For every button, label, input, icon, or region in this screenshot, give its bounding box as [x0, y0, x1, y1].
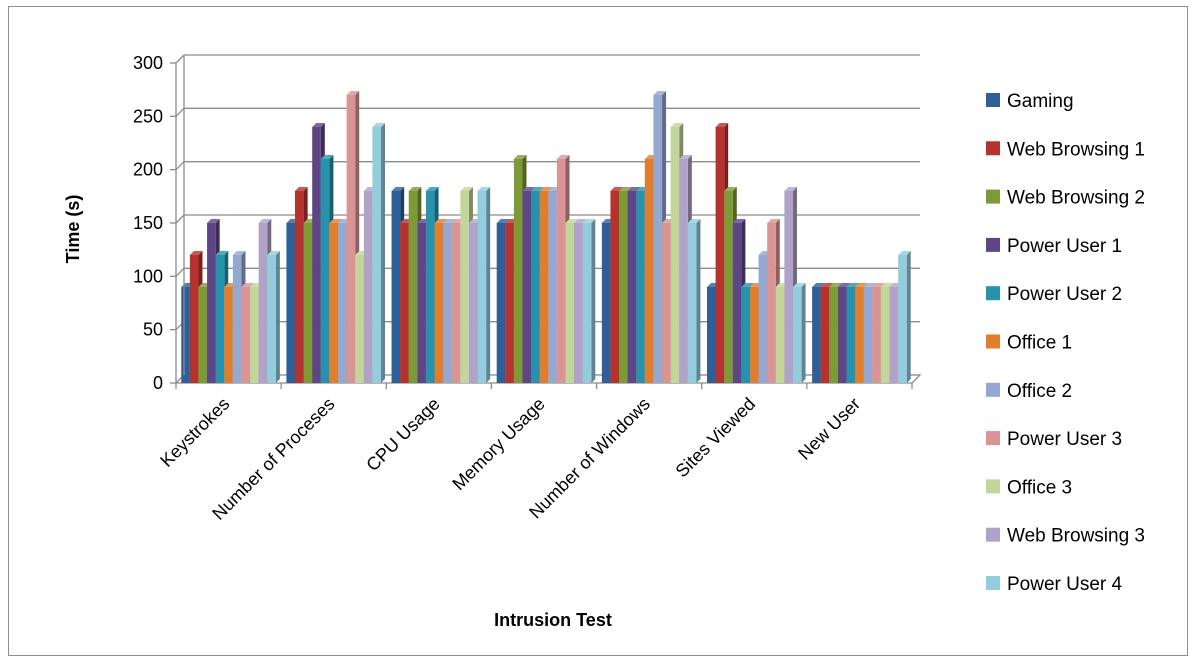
legend-item: Web Browsing 3 [986, 526, 1145, 547]
legend-label: Power User 1 [1007, 236, 1122, 257]
legend-item: Gaming [986, 91, 1074, 112]
legend-swatch [986, 431, 1000, 446]
legend-swatch [986, 93, 1000, 107]
x-tick-label: CPU Usage [362, 394, 443, 475]
legend-label: Gaming [1007, 91, 1074, 112]
y-tick-label: 100 [133, 266, 163, 286]
legend-swatch [986, 334, 1000, 349]
x-tick-label: Number of Windows [525, 394, 654, 523]
legend-item: Power User 2 [986, 284, 1122, 305]
legend-label: Power User 4 [1007, 574, 1123, 595]
legend-item: Power User 1 [986, 236, 1122, 257]
y-tick-label: 50 [143, 320, 163, 340]
legend-swatch [986, 576, 1000, 590]
x-tick-label: Memory Usage [448, 394, 548, 494]
bar [372, 123, 386, 383]
legend-item: Office 1 [986, 333, 1072, 354]
y-tick-labels: 0 50 100 150 200 250 300 [133, 53, 163, 393]
legend-swatch [986, 479, 1000, 494]
legend-label: Office 1 [1007, 333, 1072, 354]
legend-swatch [986, 189, 1000, 204]
chart-area: 0 50 100 150 200 250 300 Keystrokes Number of P… [8, 6, 1188, 656]
legend-item: Office 3 [986, 477, 1072, 498]
legend-item: Web Browsing 1 [986, 139, 1145, 160]
x-tick-label: Keystrokes [156, 394, 233, 471]
legend-item: Power User 3 [986, 429, 1122, 450]
legend-swatch [986, 382, 1000, 397]
y-tick-label: 250 [133, 106, 163, 126]
legend: Gaming Web Browsing 1 Web Browsing 2 Power … [986, 91, 1145, 595]
legend-swatch [986, 237, 1000, 252]
bar [582, 219, 596, 383]
legend-label: Web Browsing 3 [1007, 526, 1145, 547]
legend-label: Power User 3 [1007, 429, 1122, 450]
legend-label: Web Browsing 1 [1007, 139, 1145, 160]
x-tick-label: Sites Viewed [672, 394, 759, 481]
gridline [175, 107, 920, 117]
gridline [175, 54, 920, 64]
legend-label: Web Browsing 2 [1007, 188, 1145, 209]
bars [181, 91, 911, 383]
x-tick-label: New User [794, 394, 864, 464]
legend-label: Power User 2 [1007, 284, 1122, 305]
bar [267, 251, 280, 383]
legend-swatch [986, 527, 1000, 542]
legend-item: Web Browsing 2 [986, 188, 1145, 209]
bar [898, 251, 911, 383]
legend-label: Office 3 [1007, 477, 1072, 498]
legend-item: Office 2 [986, 381, 1072, 402]
bar [687, 219, 701, 383]
bar [792, 283, 806, 383]
y-axis-title: Time (s) [63, 195, 83, 264]
gridline [175, 161, 920, 171]
y-tick-label: 0 [153, 373, 163, 393]
legend-swatch [986, 141, 1000, 156]
y-tick-label: 150 [133, 213, 163, 233]
axes [170, 55, 913, 389]
y-tick-label: 200 [133, 160, 163, 180]
legend-item: Power User 4 [986, 574, 1123, 595]
y-tick-label: 300 [133, 53, 163, 73]
bar [477, 187, 491, 383]
legend-label: Office 2 [1007, 381, 1072, 402]
x-axis-title: Intrusion Test [494, 610, 612, 630]
legend-swatch [986, 286, 1000, 301]
